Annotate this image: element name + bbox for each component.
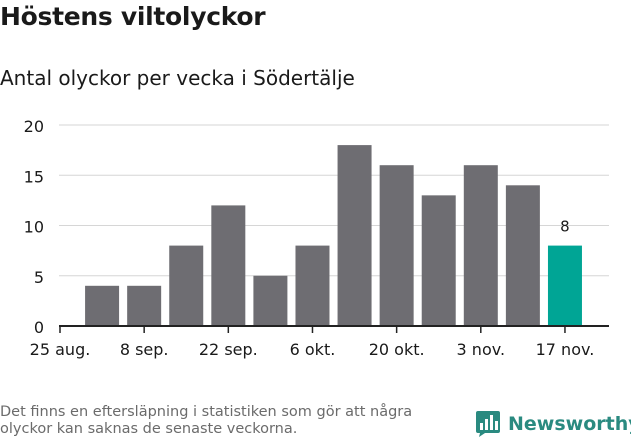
x-tick-label: 22 sep. — [199, 340, 258, 359]
brand-logo[interactable]: Newsworthy — [475, 407, 631, 441]
bar — [463, 165, 498, 326]
bar — [547, 245, 582, 326]
chart-subtitle: Antal olyckor per vecka i Södertälje — [0, 66, 355, 90]
bar — [421, 195, 456, 326]
bar — [295, 245, 330, 326]
data-label: 8 — [560, 218, 570, 236]
bar — [379, 165, 414, 326]
bar — [85, 285, 120, 326]
x-tick-label: 20 okt. — [369, 340, 425, 359]
chart-title: Höstens viltolyckor — [0, 2, 266, 31]
bar — [505, 185, 540, 326]
y-tick-label: 10 — [24, 218, 44, 237]
x-tick-label: 3 nov. — [457, 340, 506, 359]
x-tick-label: 25 aug. — [30, 340, 91, 359]
footnote: Det finns en eftersläpning i statistiken… — [0, 404, 413, 437]
x-tick-label: 17 nov. — [536, 340, 595, 359]
bar — [211, 205, 246, 326]
bar — [253, 275, 288, 326]
y-tick-label: 15 — [24, 167, 44, 186]
x-tick-label: 8 sep. — [120, 340, 169, 359]
y-tick-label: 0 — [34, 318, 44, 337]
brand-name: Newsworthy — [508, 413, 631, 435]
x-tick-label: 6 okt. — [290, 340, 336, 359]
y-tick-label: 5 — [34, 268, 44, 287]
bar-chart: 0 5 10 15 20 25 aug. 8 sep. 22 sep. 6 okt. 20 okt… — [24, 117, 609, 359]
speech-bubble-bar-chart-icon — [476, 411, 500, 437]
bar — [337, 145, 372, 326]
y-tick-label: 20 — [24, 117, 44, 136]
bar — [127, 285, 162, 326]
bar — [169, 245, 204, 326]
